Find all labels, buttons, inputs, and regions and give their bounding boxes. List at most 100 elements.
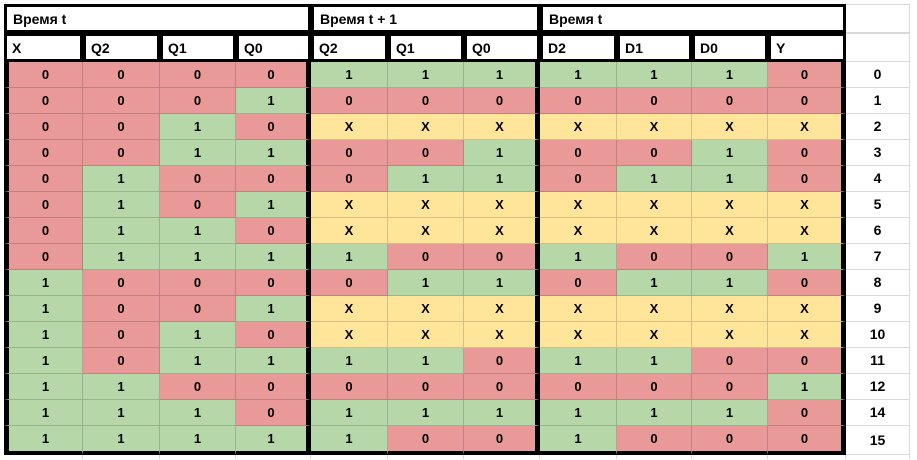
table-cell[interactable]: X	[388, 218, 464, 244]
table-cell[interactable]: X	[617, 296, 692, 322]
row-label[interactable]: 3	[846, 140, 910, 166]
table-cell[interactable]: 0	[388, 244, 464, 270]
table-cell[interactable]: 0	[617, 244, 692, 270]
table-cell[interactable]: 0	[768, 88, 846, 114]
row-label[interactable]: 1	[846, 88, 910, 114]
table-cell[interactable]: 0	[160, 192, 236, 218]
table-cell[interactable]: 1	[388, 62, 464, 88]
table-cell[interactable]: 0	[160, 270, 236, 296]
table-cell[interactable]: 0	[83, 62, 160, 88]
table-cell[interactable]: X	[311, 322, 388, 348]
table-cell[interactable]: X	[692, 114, 768, 140]
table-cell[interactable]: 0	[83, 114, 160, 140]
table-cell[interactable]: 1	[617, 166, 692, 192]
table-cell[interactable]: 0	[464, 374, 540, 400]
table-cell[interactable]: 1	[464, 166, 540, 192]
table-cell[interactable]: 0	[540, 88, 617, 114]
table-cell[interactable]: 1	[692, 140, 768, 166]
table-cell[interactable]: 0	[388, 140, 464, 166]
table-cell[interactable]: 0	[236, 374, 311, 400]
table-cell[interactable]: 1	[692, 166, 768, 192]
table-cell[interactable]: 0	[692, 374, 768, 400]
col-header-q0-t[interactable]: Q0	[236, 33, 311, 62]
table-cell[interactable]: 0	[388, 88, 464, 114]
table-cell[interactable]: X	[388, 322, 464, 348]
table-cell[interactable]: X	[768, 296, 846, 322]
table-cell[interactable]: 0	[768, 140, 846, 166]
table-cell[interactable]: 1	[464, 270, 540, 296]
table-cell[interactable]: X	[768, 192, 846, 218]
group-header-time-t[interactable]: Время t	[4, 4, 311, 33]
group-header-time-t-plus-1[interactable]: Время t + 1	[311, 4, 540, 33]
table-cell[interactable]: 0	[768, 348, 846, 374]
table-cell[interactable]: 1	[160, 348, 236, 374]
table-cell[interactable]: 0	[83, 270, 160, 296]
table-cell[interactable]: 0	[311, 140, 388, 166]
table-cell[interactable]: 1	[540, 244, 617, 270]
table-cell[interactable]: X	[692, 192, 768, 218]
table-cell[interactable]: 1	[464, 62, 540, 88]
table-cell[interactable]: 0	[236, 400, 311, 426]
row-label[interactable]: 8	[846, 270, 910, 296]
table-cell[interactable]: 0	[692, 244, 768, 270]
table-cell[interactable]: 1	[160, 426, 236, 455]
table-cell[interactable]: 1	[236, 296, 311, 322]
table-cell[interactable]: X	[768, 218, 846, 244]
table-cell[interactable]: X	[388, 192, 464, 218]
table-cell[interactable]: 0	[83, 296, 160, 322]
table-cell[interactable]: 1	[160, 244, 236, 270]
table-cell[interactable]: 1	[388, 400, 464, 426]
table-cell[interactable]: 1	[4, 322, 83, 348]
table-cell[interactable]: 1	[4, 400, 83, 426]
table-cell[interactable]: 0	[83, 88, 160, 114]
table-cell[interactable]: X	[692, 322, 768, 348]
col-header-x[interactable]: X	[4, 33, 83, 62]
table-cell[interactable]: 1	[160, 218, 236, 244]
table-cell[interactable]: 0	[236, 114, 311, 140]
table-cell[interactable]: 1	[236, 192, 311, 218]
col-header-q1-t[interactable]: Q1	[160, 33, 236, 62]
table-cell[interactable]: 1	[617, 400, 692, 426]
table-cell[interactable]: X	[540, 192, 617, 218]
table-cell[interactable]: 0	[4, 218, 83, 244]
table-cell[interactable]: X	[617, 218, 692, 244]
table-cell[interactable]: X	[311, 218, 388, 244]
table-cell[interactable]: 1	[4, 348, 83, 374]
table-cell[interactable]: 0	[617, 140, 692, 166]
table-cell[interactable]: 0	[768, 270, 846, 296]
table-cell[interactable]: 0	[236, 270, 311, 296]
table-cell[interactable]: 0	[540, 140, 617, 166]
table-cell[interactable]: 0	[83, 322, 160, 348]
col-header-d0[interactable]: D0	[692, 33, 768, 62]
row-label[interactable]: 10	[846, 322, 910, 348]
table-cell[interactable]: 1	[4, 374, 83, 400]
table-cell[interactable]: 0	[540, 166, 617, 192]
table-cell[interactable]: 0	[236, 62, 311, 88]
table-cell[interactable]: 0	[311, 88, 388, 114]
table-cell[interactable]: X	[768, 114, 846, 140]
table-cell[interactable]: 1	[83, 400, 160, 426]
table-cell[interactable]: X	[464, 296, 540, 322]
row-label[interactable]: 11	[846, 348, 910, 374]
table-cell[interactable]: 0	[768, 166, 846, 192]
table-cell[interactable]: X	[464, 114, 540, 140]
table-cell[interactable]: X	[768, 322, 846, 348]
table-cell[interactable]: 1	[311, 62, 388, 88]
table-cell[interactable]: 1	[540, 426, 617, 455]
table-cell[interactable]: X	[388, 296, 464, 322]
table-cell[interactable]: X	[311, 114, 388, 140]
table-cell[interactable]: X	[311, 192, 388, 218]
table-cell[interactable]: 1	[617, 348, 692, 374]
table-cell[interactable]: X	[464, 218, 540, 244]
table-cell[interactable]: 1	[236, 426, 311, 455]
table-cell[interactable]: X	[540, 296, 617, 322]
table-cell[interactable]: 1	[160, 322, 236, 348]
table-cell[interactable]: 1	[83, 374, 160, 400]
col-header-q0-t1[interactable]: Q0	[464, 33, 540, 62]
table-cell[interactable]: 1	[768, 374, 846, 400]
row-label[interactable]: 7	[846, 244, 910, 270]
table-cell[interactable]: X	[692, 296, 768, 322]
table-cell[interactable]: 1	[311, 400, 388, 426]
table-cell[interactable]: 0	[160, 166, 236, 192]
group-header-time-t-outputs[interactable]: Время t	[540, 4, 846, 33]
